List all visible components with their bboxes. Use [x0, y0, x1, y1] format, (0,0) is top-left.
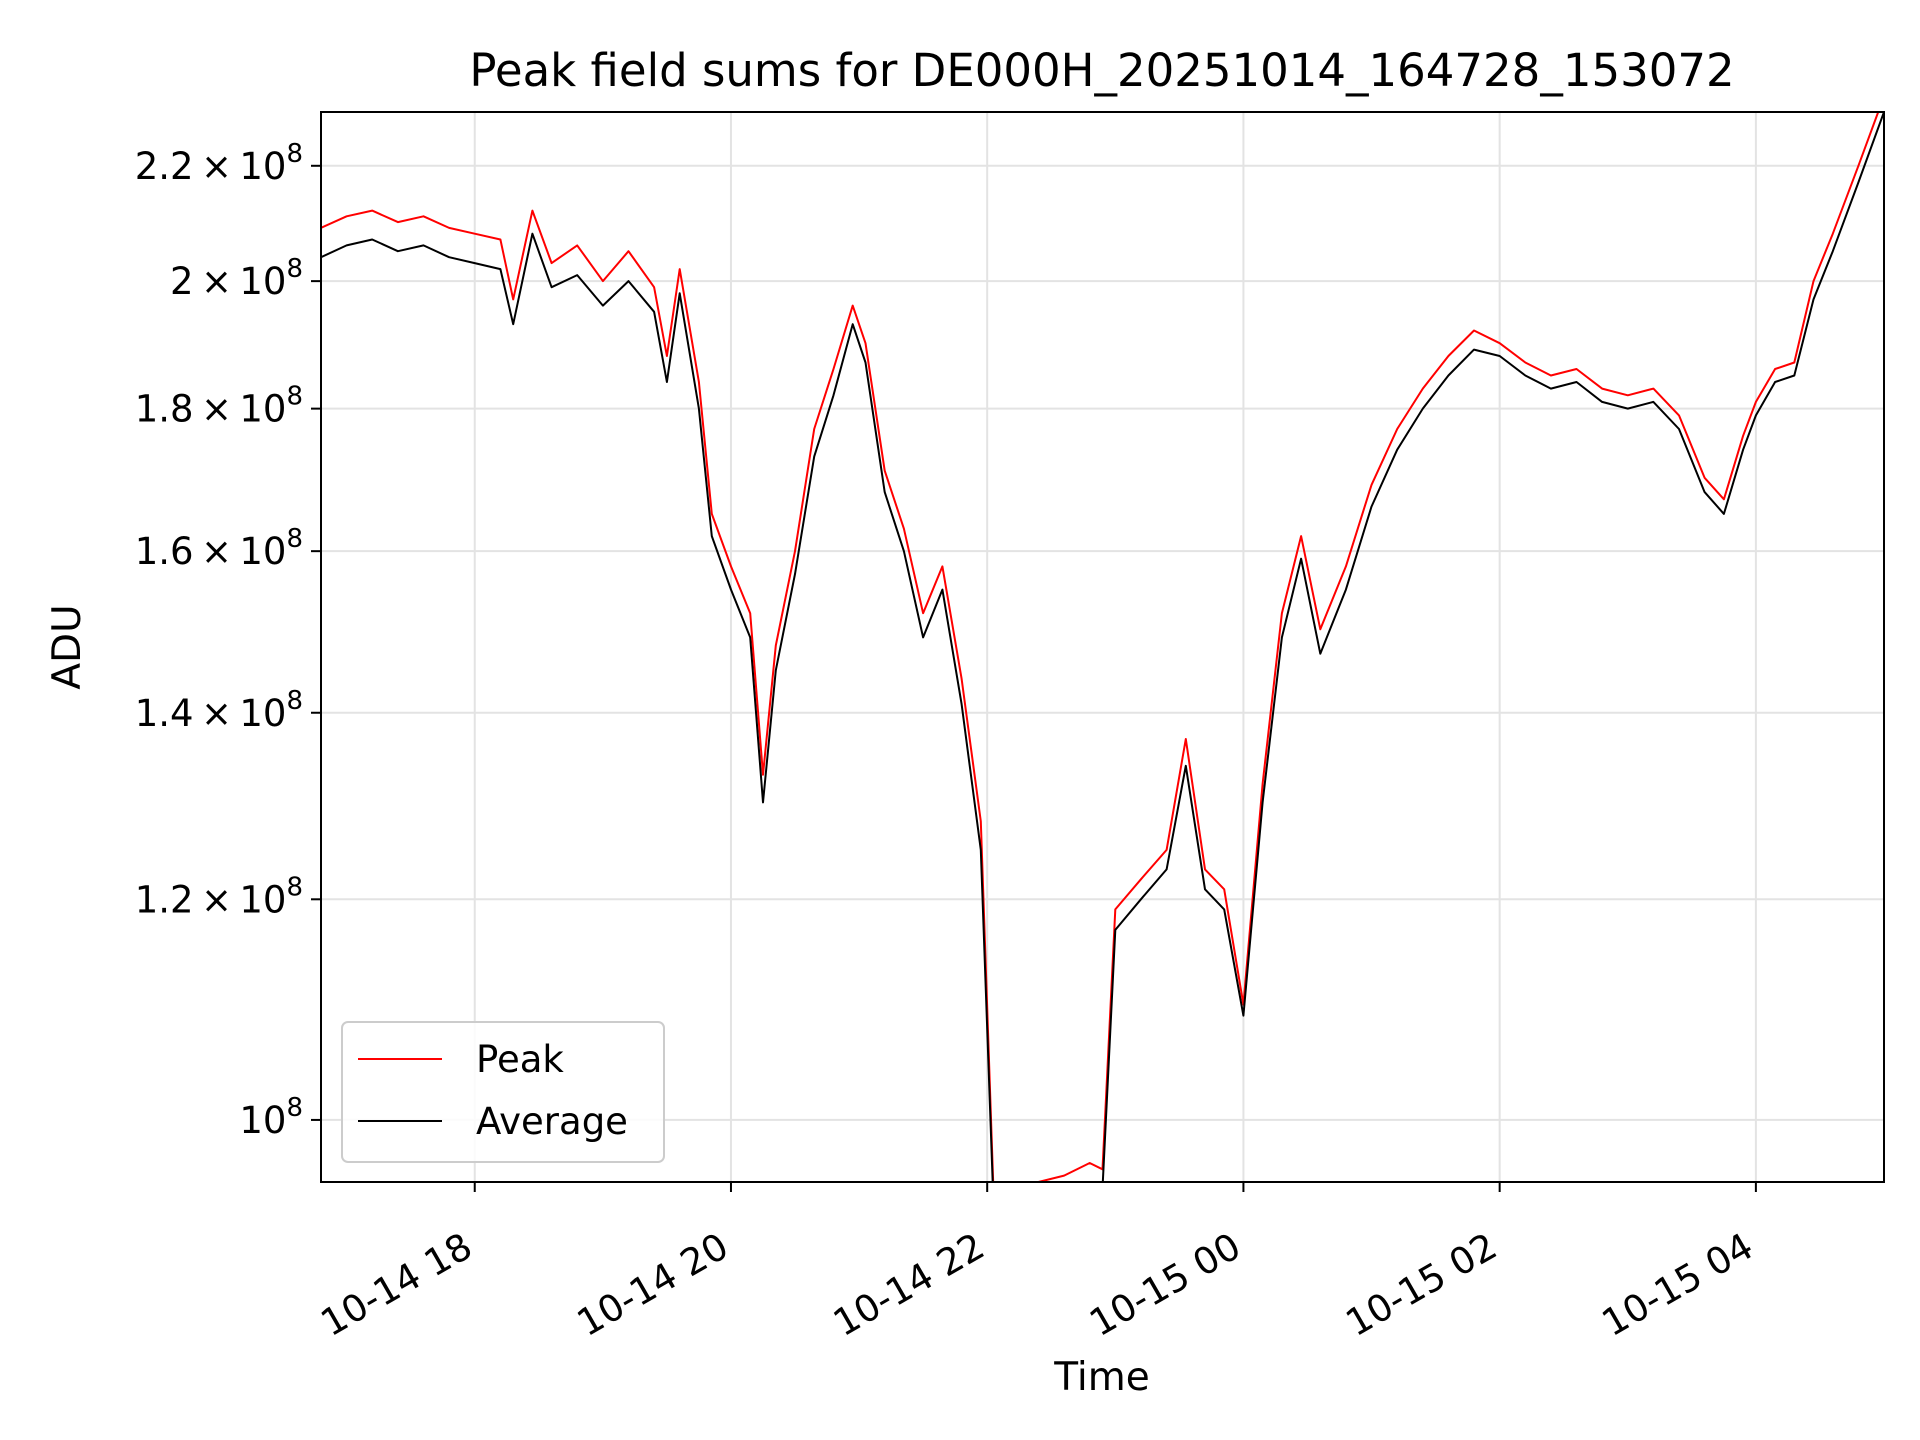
y-tick-label: 2.2 × 108 [135, 139, 303, 188]
legend-box [341, 1021, 665, 1163]
series-line-peak [321, 112, 1880, 1182]
x-axis-label: Time [1053, 1355, 1149, 1400]
y-axis-label: ADU [45, 604, 90, 689]
series-line-average [321, 112, 1884, 1182]
y-tick-label: 1.4 × 108 [135, 686, 303, 735]
y-tick-label: 1.2 × 108 [135, 872, 303, 921]
legend-label-average: Average [476, 1100, 628, 1143]
y-tick-label: 1.6 × 108 [135, 524, 303, 573]
series-layer [321, 112, 1884, 1182]
chart-title: Peak field sums for DE000H_20251014_1647… [469, 44, 1734, 97]
legend-label-peak: Peak [476, 1038, 564, 1081]
legend: Peak Average [341, 1021, 665, 1163]
y-tick-label: 2 × 108 [170, 254, 303, 303]
y-tick-label: 1.8 × 108 [135, 382, 303, 431]
y-tick-label: 108 [239, 1093, 303, 1142]
plot-frame [320, 111, 1885, 1183]
